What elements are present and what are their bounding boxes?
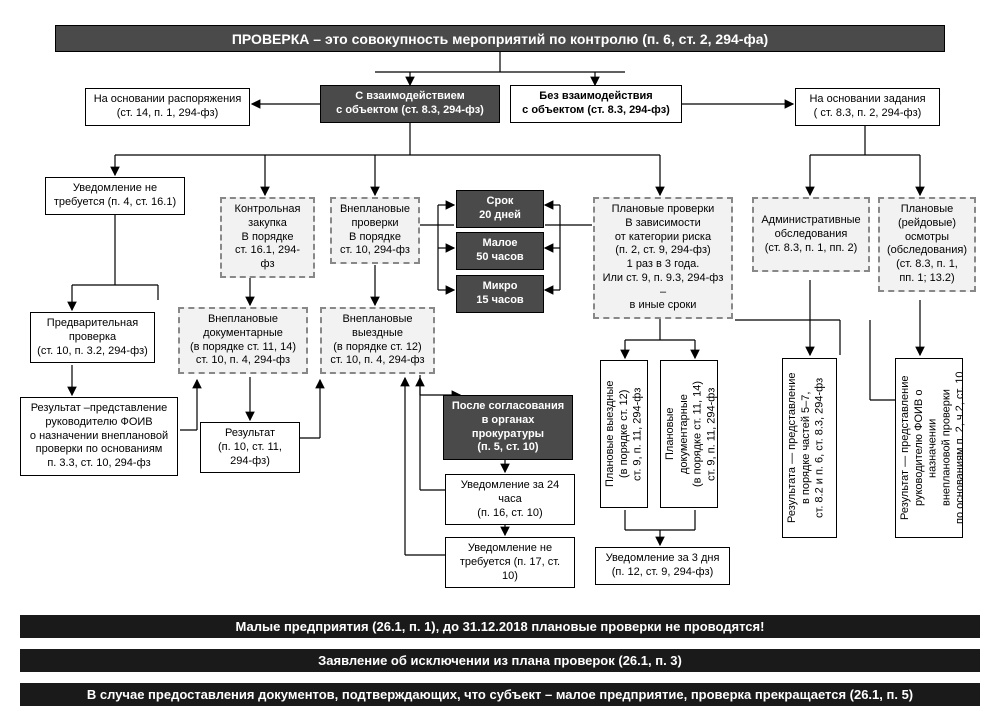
unscheduled-documentary: Внеплановые документарные (в порядке ст.…	[178, 307, 308, 374]
planned-onsite: Плановые выездные (в порядке ст. 12) ст.…	[600, 360, 648, 508]
result-left: Результат –представление руководителю ФО…	[20, 397, 178, 476]
result-mid: Результат (п. 10, ст. 11, 294-фз)	[200, 422, 300, 473]
result-raid: Результат — представление руководителю Ф…	[895, 358, 963, 538]
header-text: ПРОВЕРКА – это совокупность мероприятий …	[232, 31, 768, 47]
result-admin: Результата — представление в порядке час…	[782, 358, 837, 538]
admin-survey: Административные обследования (ст. 8.3, …	[752, 197, 870, 272]
duration-50: Малое 50 часов	[456, 232, 544, 270]
notify-3d: Уведомление за 3 дня (п. 12, ст. 9, 294-…	[595, 547, 730, 585]
branch-without: Без взаимодействия с объектом (ст. 8.3, …	[510, 85, 682, 123]
raid-inspections: Плановые (рейдовые) осмотры (обследовани…	[878, 197, 976, 292]
notify-24h: Уведомление за 24 часа (п. 16, ст. 10)	[445, 474, 575, 525]
planned-checks: Плановые проверки В зависимости от катег…	[593, 197, 733, 319]
notify-no2: Уведомление не требуется (п. 17, ст. 10)	[445, 537, 575, 588]
control-purchase: Контрольная закупка В порядке ст. 16.1, …	[220, 197, 315, 278]
header-node: ПРОВЕРКА – это совокупность мероприятий …	[55, 25, 945, 52]
order-left: На основании распоряжения (ст. 14, п. 1,…	[85, 88, 250, 126]
branch-with: С взаимодействием с объектом (ст. 8.3, 2…	[320, 85, 500, 123]
duration-20: Срок 20 дней	[456, 190, 544, 228]
preliminary-check: Предварительная проверка (ст. 10, п. 3.2…	[30, 312, 155, 363]
footer-1: Малые предприятия (26.1, п. 1), до 31.12…	[20, 615, 980, 638]
unscheduled-checks: Внеплановые проверки В порядке ст. 10, 2…	[330, 197, 420, 264]
notify-no: Уведомление не требуется (п. 4, ст. 16.1…	[45, 177, 185, 215]
planned-documentary: Плановые документарные (в порядке ст. 11…	[660, 360, 718, 508]
unscheduled-onsite: Внеплановые выездные (в порядке ст. 12) …	[320, 307, 435, 374]
footer-2: Заявление об исключении из плана проверо…	[20, 649, 980, 672]
prosecutor-approval: После согласования в органах прокуратуры…	[443, 395, 573, 460]
footer-3: В случае предоставления документов, подт…	[20, 683, 980, 706]
order-right: На основании задания ( ст. 8.3, п. 2, 29…	[795, 88, 940, 126]
duration-15: Микро 15 часов	[456, 275, 544, 313]
